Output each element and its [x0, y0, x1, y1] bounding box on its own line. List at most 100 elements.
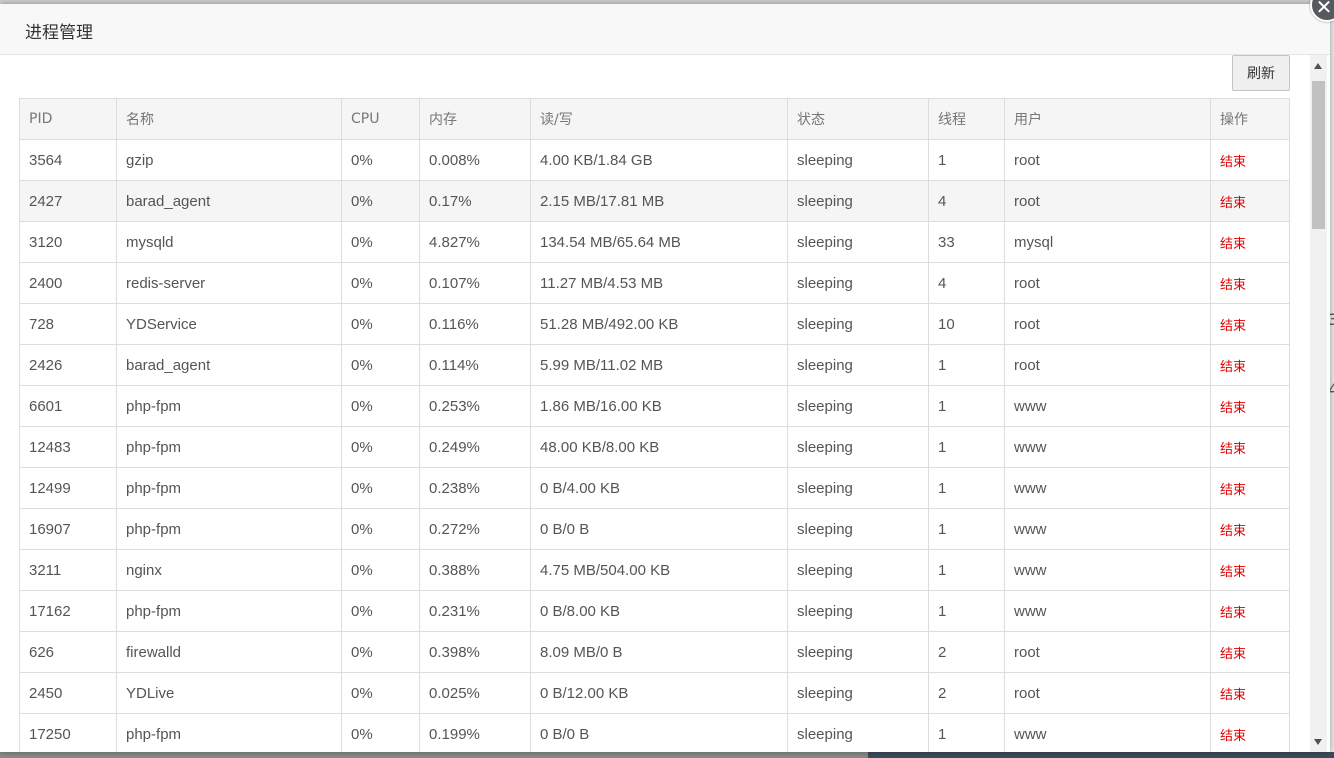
cell-cpu: 0%	[341, 221, 420, 263]
cell-cpu: 0%	[341, 385, 420, 427]
cell-user: root	[1004, 672, 1211, 714]
cell-state: sleeping	[787, 426, 929, 468]
cell-io: 0 B/0 B	[530, 508, 788, 550]
cell-user: root	[1004, 631, 1211, 673]
kill-process-button[interactable]: 结束	[1210, 590, 1290, 632]
cell-user: mysql	[1004, 221, 1211, 263]
table-row: 728 YDService 0% 0.116% 51.28 MB/492.00 KB sl…	[19, 303, 1290, 345]
dialog-body: 刷新 PID 名称 CPU 内存 读/写 状态	[0, 55, 1310, 752]
kill-process-button[interactable]: 结束	[1210, 303, 1290, 345]
column-header-name[interactable]: 名称	[116, 98, 342, 140]
table-row: 6601 php-fpm 0% 0.253% 1.86 MB/16.00 KB sleep…	[19, 385, 1290, 427]
column-header-memory[interactable]: 内存	[419, 98, 531, 140]
kill-process-button[interactable]: 结束	[1210, 262, 1290, 304]
cell-memory: 0.199%	[419, 713, 531, 752]
cell-name: YDLive	[116, 672, 342, 714]
cell-user: root	[1004, 139, 1211, 181]
table-row: 3211 nginx 0% 0.388% 4.75 MB/504.00 KB sleepi…	[19, 549, 1290, 591]
scrollbar-thumb[interactable]	[1312, 81, 1325, 229]
cell-pid: 2426	[19, 344, 117, 386]
cell-threads: 1	[928, 344, 1005, 386]
kill-process-button[interactable]: 结束	[1210, 467, 1290, 509]
cell-threads: 1	[928, 139, 1005, 181]
cell-name: php-fpm	[116, 426, 342, 468]
cell-pid: 2427	[19, 180, 117, 222]
table-header-row: PID 名称 CPU 内存 读/写 状态 线程 用户 操作	[19, 98, 1290, 140]
close-button[interactable]: ✕	[1310, 0, 1334, 22]
background-glyph: 3	[1328, 310, 1334, 329]
cell-pid: 16907	[19, 508, 117, 550]
cell-io: 5.99 MB/11.02 MB	[530, 344, 788, 386]
kill-process-button[interactable]: 结束	[1210, 426, 1290, 468]
cell-threads: 1	[928, 467, 1005, 509]
kill-process-button[interactable]: 结束	[1210, 344, 1290, 386]
cell-threads: 1	[928, 426, 1005, 468]
cell-name: YDService	[116, 303, 342, 345]
cell-state: sleeping	[787, 467, 929, 509]
column-header-cpu[interactable]: CPU	[341, 98, 420, 140]
background-glyph: 4	[1328, 380, 1334, 399]
cell-name: barad_agent	[116, 180, 342, 222]
cell-cpu: 0%	[341, 139, 420, 181]
cell-memory: 0.116%	[419, 303, 531, 345]
cell-state: sleeping	[787, 262, 929, 304]
refresh-button[interactable]: 刷新	[1232, 55, 1290, 91]
cell-state: sleeping	[787, 139, 929, 181]
vertical-scrollbar[interactable]	[1310, 55, 1327, 752]
kill-process-button[interactable]: 结束	[1210, 713, 1290, 752]
cell-name: php-fpm	[116, 467, 342, 509]
scroll-up-arrow-icon[interactable]	[1314, 63, 1322, 69]
table-row: 2427 barad_agent 0% 0.17% 2.15 MB/17.81 MB sl…	[19, 180, 1290, 222]
kill-process-button[interactable]: 结束	[1210, 549, 1290, 591]
table-row: 3564 gzip 0% 0.008% 4.00 KB/1.84 GB sleeping 1…	[19, 139, 1290, 181]
column-header-threads[interactable]: 线程	[928, 98, 1005, 140]
cell-threads: 4	[928, 262, 1005, 304]
cell-io: 4.75 MB/504.00 KB	[530, 549, 788, 591]
kill-process-button[interactable]: 结束	[1210, 385, 1290, 427]
cell-threads: 1	[928, 385, 1005, 427]
table-row: 12499 php-fpm 0% 0.238% 0 B/4.00 KB sleeping 1…	[19, 467, 1290, 509]
cell-memory: 0.388%	[419, 549, 531, 591]
cell-name: php-fpm	[116, 590, 342, 632]
dialog-title: 进程管理	[25, 23, 93, 43]
column-header-user[interactable]: 用户	[1004, 98, 1211, 140]
cell-io: 0 B/12.00 KB	[530, 672, 788, 714]
cell-threads: 33	[928, 221, 1005, 263]
cell-user: www	[1004, 385, 1211, 427]
cell-pid: 17162	[19, 590, 117, 632]
cell-name: redis-server	[116, 262, 342, 304]
cell-user: www	[1004, 713, 1211, 752]
kill-process-button[interactable]: 结束	[1210, 139, 1290, 181]
cell-cpu: 0%	[341, 262, 420, 304]
cell-memory: 0.114%	[419, 344, 531, 386]
column-header-pid[interactable]: PID	[19, 98, 117, 140]
column-header-io[interactable]: 读/写	[530, 98, 788, 140]
kill-process-button[interactable]: 结束	[1210, 631, 1290, 673]
cell-pid: 3120	[19, 221, 117, 263]
cell-state: sleeping	[787, 590, 929, 632]
scroll-down-arrow-icon[interactable]	[1314, 739, 1322, 745]
table-row: 3120 mysqld 0% 4.827% 134.54 MB/65.64 MB slee…	[19, 221, 1290, 263]
cell-user: www	[1004, 467, 1211, 509]
cell-state: sleeping	[787, 180, 929, 222]
process-table: PID 名称 CPU 内存 读/写 状态 线程 用户 操作 3564 gzip 0%…	[19, 98, 1290, 752]
kill-process-button[interactable]: 结束	[1210, 508, 1290, 550]
kill-process-button[interactable]: 结束	[1210, 672, 1290, 714]
kill-process-button[interactable]: 结束	[1210, 180, 1290, 222]
cell-memory: 0.008%	[419, 139, 531, 181]
cell-memory: 0.238%	[419, 467, 531, 509]
cell-memory: 0.398%	[419, 631, 531, 673]
table-row: 12483 php-fpm 0% 0.249% 48.00 KB/8.00 KB slee…	[19, 426, 1290, 468]
cell-cpu: 0%	[341, 467, 420, 509]
cell-memory: 0.107%	[419, 262, 531, 304]
cell-name: mysqld	[116, 221, 342, 263]
cell-threads: 4	[928, 180, 1005, 222]
cell-memory: 0.231%	[419, 590, 531, 632]
kill-process-button[interactable]: 结束	[1210, 221, 1290, 263]
cell-memory: 4.827%	[419, 221, 531, 263]
table-row: 2400 redis-server 0% 0.107% 11.27 MB/4.53 MB…	[19, 262, 1290, 304]
column-header-state[interactable]: 状态	[787, 98, 929, 140]
cell-pid: 626	[19, 631, 117, 673]
cell-pid: 2400	[19, 262, 117, 304]
